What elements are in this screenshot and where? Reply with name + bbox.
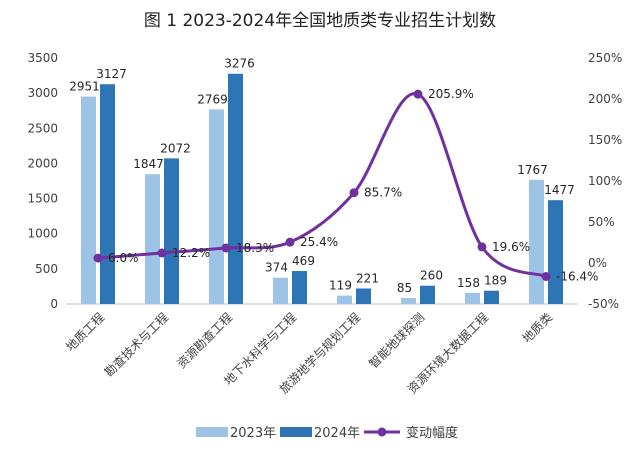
y-right-tick-label: 250% [588, 51, 622, 65]
line-series-path [97, 92, 547, 278]
bar-data-label: 2951 [69, 80, 100, 94]
y-left-tick-label: 0 [50, 297, 58, 311]
y-left-tick-label: 1500 [27, 192, 58, 206]
bar-data-label: 3127 [96, 67, 127, 81]
line-point [477, 242, 487, 252]
bar-2024 [100, 84, 115, 304]
line-data-label: 18.3% [236, 241, 274, 255]
x-tick-label: 智能地球探测 [366, 310, 428, 372]
bar-2023 [401, 298, 416, 304]
bar-2024 [292, 271, 307, 304]
y-right-tick-label: 100% [588, 174, 622, 188]
bar-2024 [484, 290, 499, 304]
bar-data-label: 85 [397, 281, 412, 295]
line-point [413, 89, 423, 99]
y-right-tick-label: 150% [588, 133, 622, 147]
legend-swatch-2023 [196, 427, 228, 437]
y-right-tick-label: 0% [588, 256, 607, 270]
bar-2024 [356, 288, 371, 304]
line-data-label: 19.6% [492, 240, 530, 254]
line-point [157, 248, 167, 258]
x-tick-label: 资源勘查工程 [174, 310, 236, 372]
line-data-label: 205.9% [428, 87, 474, 101]
bar-data-label: 3276 [224, 57, 255, 71]
line-point [285, 237, 295, 247]
y-right-tick-label: 50% [588, 215, 615, 229]
bar-data-label: 469 [292, 254, 315, 268]
bar-data-label: 1767 [517, 163, 548, 177]
line-point [93, 253, 103, 263]
bar-2024 [420, 285, 435, 304]
line-point [349, 188, 359, 198]
y-left-tick-label: 3500 [27, 51, 58, 65]
bar-2023 [465, 292, 480, 304]
bar-data-label: 189 [484, 274, 507, 288]
y-left-tick-label: 2000 [27, 156, 58, 170]
bar-data-label: 374 [265, 261, 288, 275]
bar-2024 [548, 200, 563, 304]
line-point [541, 271, 551, 281]
bar-data-label: 1847 [133, 157, 164, 171]
y-left-tick-label: 1000 [27, 227, 58, 241]
legend-label: 2024年 [314, 426, 360, 441]
line-data-label: 85.7% [364, 186, 402, 200]
y-left-tick-label: 2500 [27, 121, 58, 135]
x-tick-label: 地质类 [520, 310, 555, 345]
legend-line-marker [377, 427, 387, 437]
bar-data-label: 1477 [544, 183, 575, 197]
y-right-tick-label: 200% [588, 92, 622, 106]
plot-area: 0 500 1000 1500 2000 2500 3000 3500 -50% 0% 50% 100… [27, 51, 622, 396]
bar-2023 [337, 295, 352, 304]
legend-label: 变动幅度 [406, 425, 458, 441]
x-tick-label: 地质工程 [63, 310, 108, 355]
bar-2023 [209, 109, 224, 304]
line-data-label: -16.4% [556, 269, 598, 283]
bar-2023 [273, 277, 288, 304]
bar-2024 [228, 73, 243, 304]
line-data-label: 6.0% [108, 251, 139, 265]
y-left-tick-label: 3000 [27, 86, 58, 100]
bar-data-label: 260 [420, 269, 443, 283]
bar-data-label: 158 [457, 276, 480, 290]
y-left-tick-label: 500 [35, 262, 58, 276]
y-right-tick-label: -50% [588, 297, 619, 311]
legend-swatch-2024 [280, 427, 312, 437]
line-data-label: 25.4% [300, 235, 338, 249]
chart-title: 图 1 2023-2024年全国地质类专业招生计划数 [144, 11, 496, 31]
bar-data-label: 2072 [160, 141, 191, 155]
x-tick-label: 勘查技术与工程 [101, 310, 171, 380]
chart-legend: 2023年 2024年 变动幅度 [196, 425, 458, 441]
bar-2023 [529, 179, 544, 304]
bar-data-label: 119 [329, 279, 352, 293]
bar-data-label: 2769 [197, 92, 228, 106]
legend-label: 2023年 [230, 426, 276, 441]
bar-2024 [164, 158, 179, 304]
bar-data-label: 221 [356, 271, 379, 285]
line-point [221, 243, 231, 253]
bar-2023 [145, 174, 160, 304]
bar-2023 [81, 96, 96, 305]
line-data-label: 12.2% [172, 246, 210, 260]
